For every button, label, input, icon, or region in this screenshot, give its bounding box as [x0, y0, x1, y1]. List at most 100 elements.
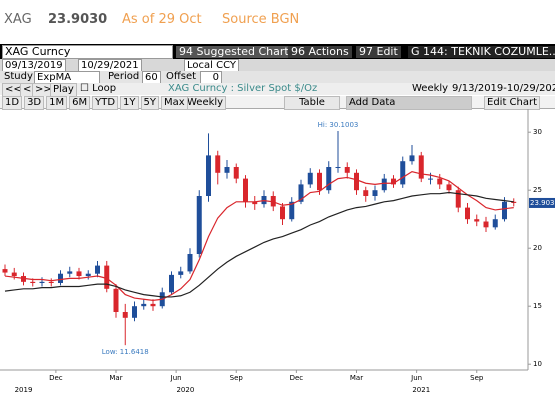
- candle-body: [141, 303, 147, 307]
- period-button[interactable]: 1D: [2, 96, 23, 110]
- last-price-label: 23.9030: [530, 199, 555, 207]
- period-label: Period: [108, 71, 140, 82]
- study-label: Study: [4, 71, 33, 82]
- year-label: 2021: [412, 386, 430, 394]
- toolbar-row-2: 09/13/2019 10/29/2021 Local CCY: [0, 59, 555, 73]
- candle-body: [307, 172, 313, 185]
- candle-body: [67, 271, 73, 274]
- edit[interactable]: 97 Edit: [356, 46, 401, 58]
- y-tick-label: 20: [533, 244, 542, 252]
- suggested-charts[interactable]: 94 Suggested Charts: [176, 46, 298, 58]
- price: 23.9030: [48, 12, 108, 27]
- table-button[interactable]: Table: [284, 96, 340, 110]
- candle-body: [48, 281, 54, 283]
- x-tick-label: Sep: [230, 374, 244, 382]
- candle-body: [335, 167, 341, 168]
- x-tick-label: Sep: [470, 374, 484, 382]
- edit-chart[interactable]: Edit Chart: [484, 96, 541, 110]
- actions[interactable]: 96 Actions: [288, 46, 352, 58]
- candle-body: [455, 190, 461, 208]
- year-label: 2019: [15, 386, 33, 394]
- period-select[interactable]: Weekly: [184, 96, 227, 110]
- y-tick-label: 30: [533, 128, 542, 136]
- period-button[interactable]: 6M: [69, 96, 91, 110]
- candle-body: [95, 265, 100, 274]
- candle-body: [224, 167, 230, 173]
- candle-body: [502, 201, 507, 220]
- candle-body: [76, 271, 82, 277]
- template[interactable]: G 144: TEKNIK COZUMLE...: [408, 46, 555, 58]
- candle-body: [363, 190, 369, 196]
- period-button[interactable]: 1M: [46, 96, 68, 110]
- candle-body: [280, 206, 285, 220]
- candle-body: [11, 272, 17, 277]
- candle-body: [178, 271, 184, 275]
- offset-label: Offset: [166, 71, 197, 82]
- x-tick-label: Dec: [290, 374, 304, 382]
- range: 9/13/2019-10/29/2021: [452, 83, 555, 94]
- candle-body: [391, 178, 396, 185]
- candle-body: [196, 196, 202, 254]
- candle-body: [113, 288, 119, 312]
- candle-body: [187, 254, 193, 272]
- period-button[interactable]: 3D: [24, 96, 45, 110]
- period-button[interactable]: YTD: [92, 96, 119, 110]
- period-button[interactable]: 5Y: [140, 96, 160, 110]
- toolbar-row-5: Weekly Table Add Data Edit Chart 1D 3D 1M 6…: [0, 96, 555, 110]
- last-price-box: [529, 197, 555, 208]
- loop-label: Loop: [92, 83, 117, 94]
- frequency: Weekly: [412, 83, 449, 94]
- security-input[interactable]: XAG Curncy: [2, 45, 173, 59]
- candle-body: [2, 269, 8, 273]
- candle-body: [344, 167, 350, 173]
- candle-body: [326, 167, 332, 191]
- candle-body: [437, 178, 443, 185]
- chart: 10 15 20 25 30 Dec Mar Jun Sep Dec Mar Jun Sep 2019 20…: [0, 109, 555, 394]
- candle-body: [215, 155, 221, 173]
- period-button[interactable]: 1Y: [120, 96, 139, 110]
- x-tick-label: Mar: [350, 374, 363, 382]
- candle-body: [289, 201, 295, 220]
- ema-line: [4, 170, 514, 302]
- ticker: XAG: [4, 12, 32, 27]
- candle-body: [381, 178, 387, 191]
- period-button[interactable]: Max: [161, 96, 188, 110]
- candle-body: [298, 184, 304, 202]
- candle-body: [104, 265, 110, 289]
- candle-body: [409, 155, 415, 162]
- candle-body: [252, 201, 258, 205]
- candle-body: [243, 178, 248, 202]
- nav-button[interactable]: Play: [50, 83, 77, 97]
- x-tick-label: Jun: [170, 374, 182, 382]
- loop[interactable]: ☐ Loop: [80, 83, 117, 94]
- toolbar-row-1: XAG Curncy 94 Suggested Charts 96 Action…: [0, 44, 555, 59]
- candle-body: [474, 219, 480, 222]
- low-annotation: Low: 11.6418: [102, 348, 149, 356]
- description: XAG Curncy : Silver Spot $/Oz: [168, 83, 318, 94]
- ema-line: [4, 191, 514, 298]
- candle-body: [428, 178, 433, 180]
- candle-body: [233, 167, 239, 179]
- candle-body: [39, 281, 45, 283]
- candle-body: [169, 274, 174, 293]
- as-of: As of 29 Oct: [122, 12, 202, 27]
- candle-body: [483, 221, 489, 228]
- y-tick-label: 25: [533, 186, 542, 194]
- x-tick-label: Mar: [109, 374, 122, 382]
- candle-body: [317, 172, 322, 191]
- candle-body: [511, 201, 517, 203]
- y-tick-label: 10: [533, 360, 542, 368]
- candle-body: [132, 306, 137, 318]
- toolbar-row-4: << < >> Play ☐ Loop XAG Curncy : Silver …: [0, 83, 555, 97]
- y-tick-label: 15: [533, 302, 542, 310]
- add-data[interactable]: Add Data: [346, 96, 472, 110]
- candle-body: [354, 172, 359, 191]
- toolbar-row-3: Study ExpMA Period 60 Offset 0: [0, 71, 555, 85]
- high-annotation: Hi: 30.1003: [318, 121, 359, 129]
- x-tick-label: Dec: [49, 374, 63, 382]
- candle-body: [446, 184, 452, 191]
- candle-body: [30, 281, 36, 283]
- candle-body: [85, 273, 91, 277]
- candle-body: [400, 161, 406, 185]
